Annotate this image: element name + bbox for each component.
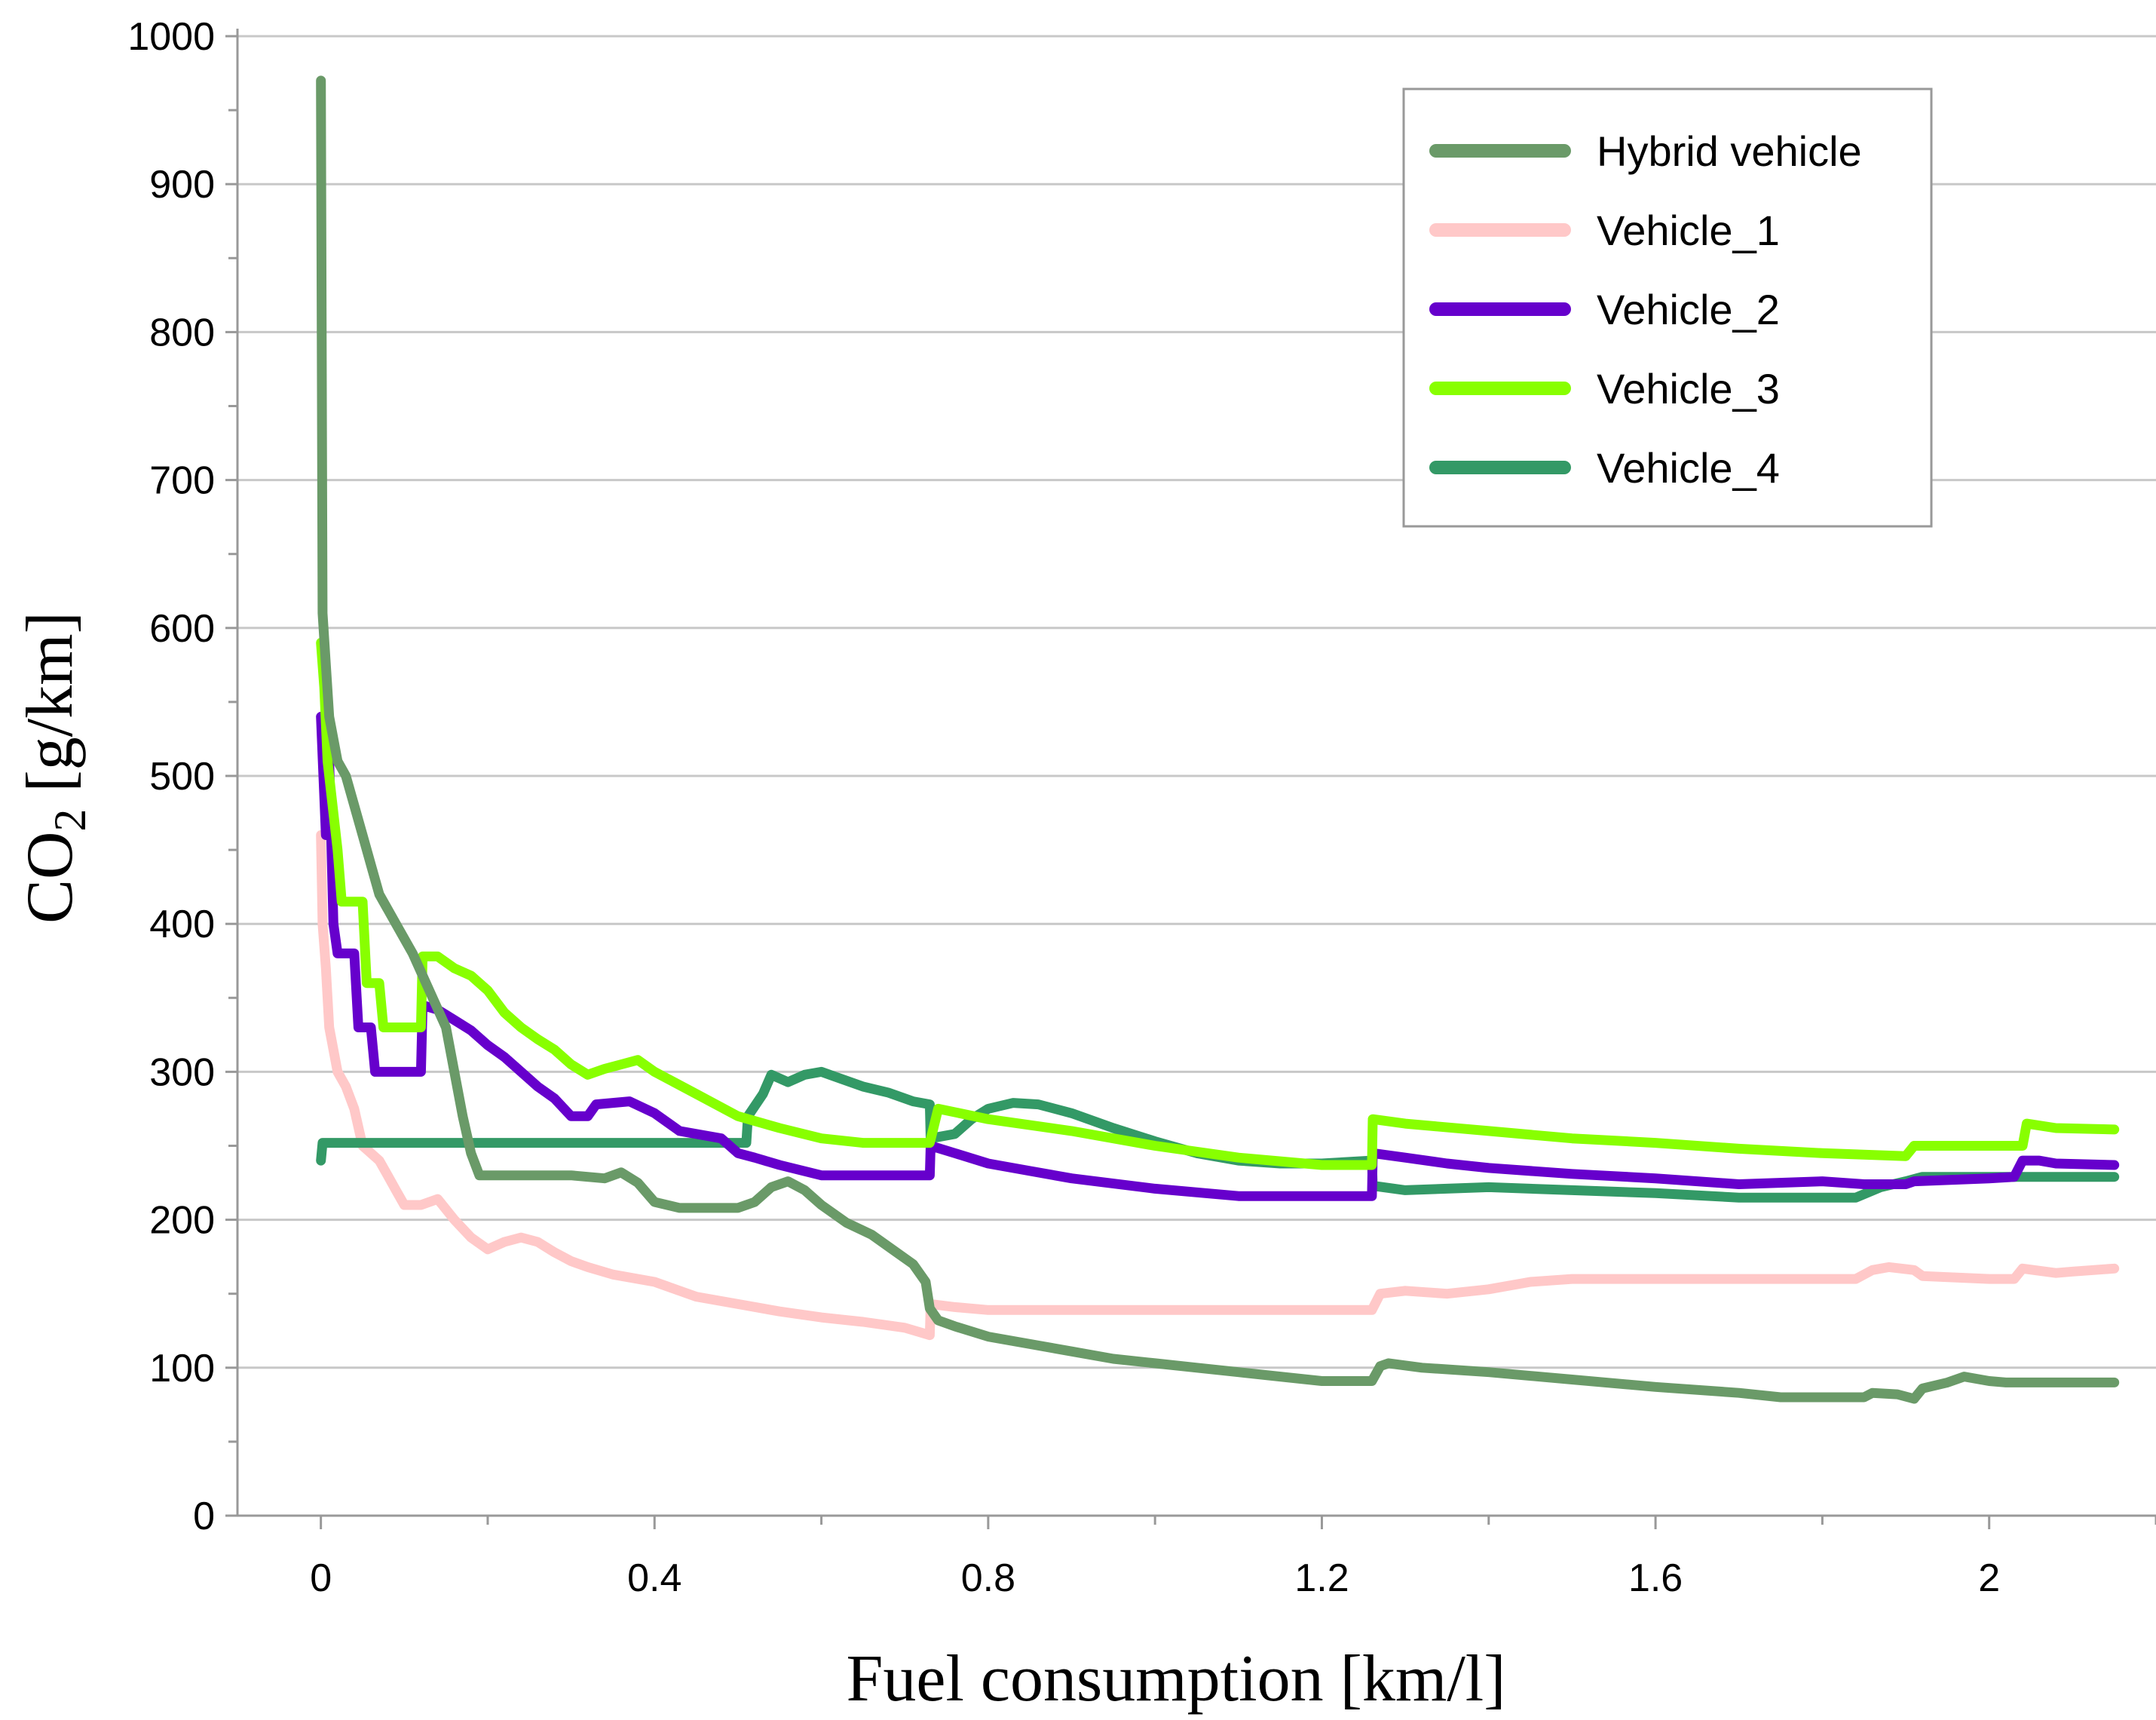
legend-label-hybrid: Hybrid vehicle [1597,127,1862,175]
y-tick-label-600: 600 [149,607,215,651]
series-line-vehicle-1 [316,830,2120,1341]
y-tick-label-0: 0 [193,1495,215,1538]
series-lines [316,75,2120,1404]
y-axis-title-subscript: 2 [45,809,95,832]
legend-label-vehicle-2: Vehicle_2 [1597,286,1780,333]
x-tick-label-1.6: 1.6 [1628,1556,1683,1600]
y-tick-label-1000: 1000 [127,15,215,59]
y-axis-title-unit: [g/km] [14,612,87,809]
y-axis-title: CO2 [g/km] [14,612,95,924]
x-tick-label-1.2: 1.2 [1294,1556,1349,1600]
series-line-vehicle-3 [316,637,2120,1170]
y-tick-label-200: 200 [149,1199,215,1243]
series-line-vehicle-4 [316,1066,2120,1203]
y-axis-title-main: CO [14,832,87,924]
legend-label-vehicle-4: Vehicle_4 [1597,444,1780,492]
x-axis-title: Fuel consumption [km/l] [846,1642,1505,1715]
x-tick-label-2: 2 [1978,1556,2000,1600]
x-tick-labels: 0 0.4 0.8 1.2 1.6 2 [310,1556,2000,1600]
y-tick-label-400: 400 [149,903,215,946]
y-tick-label-500: 500 [149,755,215,799]
x-tick-label-0: 0 [310,1556,332,1600]
legend: Hybrid vehicle Vehicle_1 Vehicle_2 Vehic… [1402,87,1933,528]
axes [225,29,2156,1529]
y-tick-label-100: 100 [149,1347,215,1390]
y-tick-label-800: 800 [149,311,215,354]
series-line-hybrid-vehicle [316,75,2120,1404]
y-tick-label-900: 900 [149,163,215,207]
x-tick-label-0.4: 0.4 [627,1556,681,1600]
series-line-vehicle-2 [316,712,2120,1201]
legend-label-vehicle-3: Vehicle_3 [1597,365,1780,412]
legend-label-vehicle-1: Vehicle_1 [1597,207,1780,254]
y-tick-label-300: 300 [149,1050,215,1094]
y-tick-label-700: 700 [149,459,215,503]
gridlines [237,35,2156,1369]
y-tick-labels: 0 100 200 300 400 500 600 700 800 900 1000 [127,15,215,1538]
x-tick-label-0.8: 0.8 [961,1556,1015,1600]
